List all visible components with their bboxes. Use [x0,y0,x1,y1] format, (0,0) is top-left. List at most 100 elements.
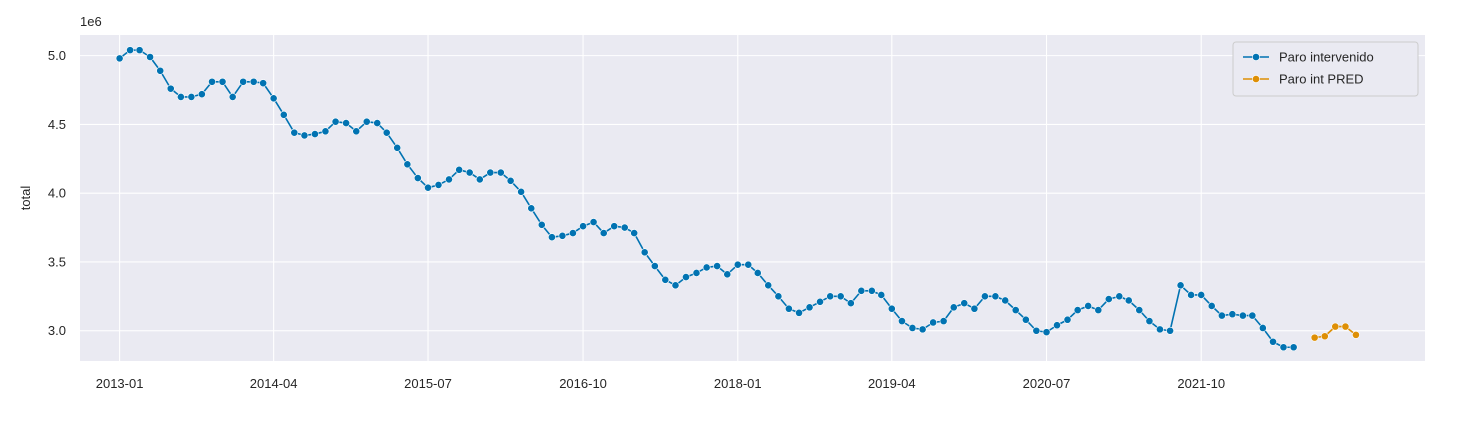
y-tick-label: 3.5 [48,254,66,269]
data-point [1073,306,1082,315]
data-point [1053,321,1061,330]
data-point [249,77,258,86]
data-point [1310,333,1319,342]
legend-label: Paro intervenido [1279,50,1374,65]
data-point [846,299,855,308]
data-point [537,220,546,229]
data-point [115,54,124,63]
data-point [1135,306,1144,315]
data-point [1021,315,1030,324]
data-point [898,317,906,326]
data-point [1331,322,1340,331]
data-point [764,281,773,290]
data-point [239,77,248,86]
x-tick-label: 2020-07 [1023,376,1071,391]
data-point [1217,311,1226,320]
data-point [475,175,484,184]
data-point [413,174,422,182]
data-point [166,84,175,93]
data-point [599,229,608,237]
data-point [1094,306,1103,315]
data-point [208,77,216,86]
series-1 [115,46,1298,352]
data-point [939,317,948,326]
data-point [506,176,515,185]
data-point [1156,325,1164,334]
data-point [279,110,288,119]
data-point [126,46,135,55]
x-tick-labels: 2013-01 2014-04 2015-07 2016-10 2018-01 2019-… [96,376,1225,391]
y-tick-labels: 3.0 3.5 4.0 4.5 5.0 [48,48,66,338]
data-point [156,66,165,75]
data-point [393,143,402,152]
data-point [455,165,464,174]
series-2 [1310,322,1360,342]
data-point [929,318,938,327]
data-point [146,53,154,61]
data-point [1145,317,1154,326]
data-point [1248,311,1257,320]
data-point [1320,332,1329,341]
x-tick-label: 2021-10 [1177,376,1225,391]
legend-entry: Paro intervenido [1243,50,1374,65]
x-tick-label: 2016-10 [559,376,607,391]
data-point [1176,281,1185,290]
data-point [496,168,505,177]
y-offset-label: 1e6 [80,14,102,29]
data-point [733,260,742,269]
data-point [269,94,278,103]
data-point [1011,306,1020,315]
data-point [661,275,670,284]
data-point [620,223,629,232]
data-point [1115,292,1124,301]
data-point [445,175,453,184]
data-point [774,292,783,301]
data-point [692,269,701,277]
data-point [1166,326,1174,335]
y-tick-label: 5.0 [48,48,66,63]
data-point [857,286,866,295]
data-point [135,46,144,55]
data-point [960,299,969,308]
data-point [1269,337,1277,346]
data-point [753,269,762,277]
data-point [744,260,753,269]
x-tick-label: 2018-01 [714,376,762,391]
data-point [1084,302,1093,310]
data-point [610,222,619,231]
y-gridlines [80,55,1425,332]
data-point [795,308,803,317]
data-point [403,160,412,169]
data-point [558,231,567,240]
y-axis-label: total [18,186,33,211]
data-point [527,204,536,213]
data-point [671,281,680,290]
data-point [836,292,845,301]
data-point [187,92,196,101]
data-point [300,131,309,140]
x-tick-label: 2019-04 [868,376,916,391]
data-point [382,128,391,137]
data-point [949,303,958,312]
data-point [816,297,824,306]
data-point [887,304,896,313]
data-point [311,130,319,138]
x-tick-label: 2014-04 [250,376,298,391]
data-point [877,291,886,299]
data-point [259,79,268,88]
legend-label: Paro int PRED [1279,72,1364,87]
data-point [1279,343,1288,352]
data-point [197,90,206,99]
data-point [1207,302,1216,310]
series-layer [115,46,1360,352]
data-point [362,117,371,126]
data-point [1104,295,1113,304]
legend-entry: Paro int PRED [1243,72,1364,87]
legend-swatch-marker [1252,53,1260,61]
y-tick-label: 4.5 [48,117,66,132]
data-point [486,168,495,177]
data-point [176,92,185,101]
data-point [784,304,793,313]
data-point [805,303,814,312]
data-point [1289,343,1298,352]
